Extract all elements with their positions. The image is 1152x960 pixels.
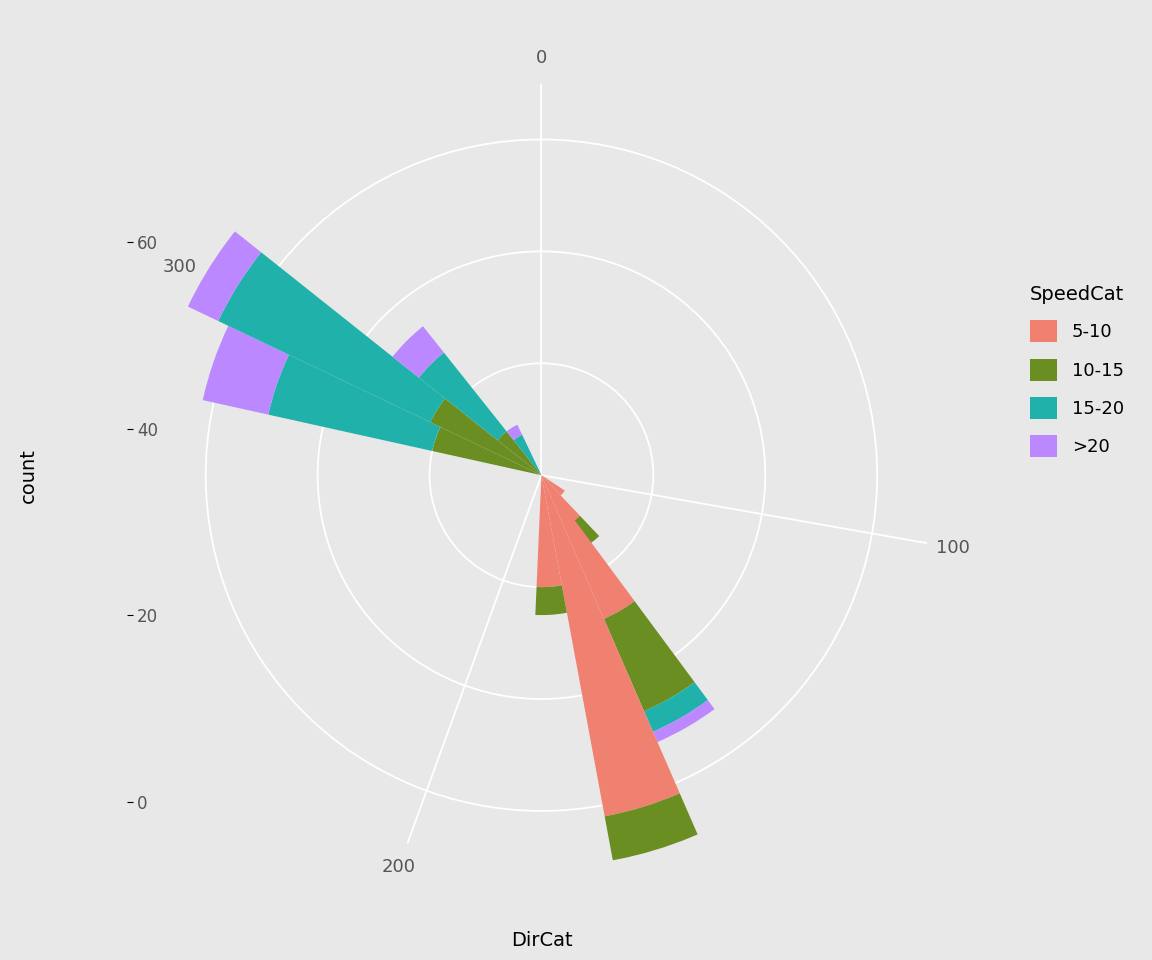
Bar (536, 586, 567, 615)
Bar (218, 252, 445, 422)
Bar (541, 475, 680, 816)
Bar (393, 326, 444, 377)
Bar (507, 424, 522, 441)
Bar (432, 427, 541, 475)
Bar (570, 516, 599, 547)
Legend: 5-10, 10-15, 15-20, >20: 5-10, 10-15, 15-20, >20 (1023, 277, 1131, 465)
Bar (605, 793, 780, 960)
Bar (514, 435, 541, 475)
Bar (541, 475, 564, 495)
Bar (541, 475, 635, 619)
Text: DirCat: DirCat (510, 931, 573, 950)
Bar (604, 601, 695, 711)
Bar (203, 325, 289, 415)
Bar (541, 475, 579, 523)
Bar (498, 431, 541, 475)
Bar (431, 398, 541, 475)
Bar (268, 355, 440, 451)
Bar (653, 700, 714, 742)
Text: count: count (20, 447, 38, 503)
Bar (537, 475, 562, 588)
Bar (137, 197, 262, 321)
Bar (419, 352, 507, 441)
Bar (644, 683, 707, 732)
